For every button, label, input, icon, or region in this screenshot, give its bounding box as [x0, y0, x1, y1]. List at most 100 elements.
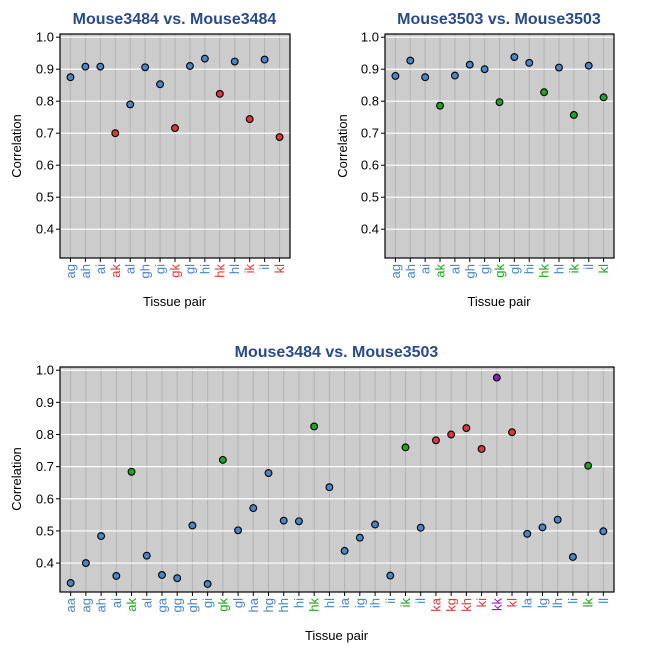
data-point [401, 443, 410, 452]
x-tick-label: ih [368, 598, 383, 608]
x-tick-label: ak [124, 598, 139, 612]
x-tick-label: ka [428, 597, 443, 612]
data-point [465, 60, 474, 69]
data-point [406, 56, 415, 65]
x-tick-label: kk [489, 598, 504, 612]
x-tick-label: ai [109, 598, 124, 608]
x-tick-label: hl [322, 598, 337, 608]
x-tick-label: ha [246, 597, 261, 612]
x-tick-label: il [257, 264, 272, 270]
x-tick-label: la [520, 597, 535, 608]
data-point [279, 516, 288, 525]
y-tick-label: 0.7 [36, 459, 54, 474]
y-axis-label: Correlation [9, 114, 24, 178]
x-tick-label: ki [474, 598, 489, 608]
y-axis-label: Correlation [9, 447, 24, 511]
x-tick-label: hi [291, 598, 306, 608]
data-point [538, 523, 547, 532]
data-point [340, 546, 349, 555]
x-tick-label: ag [63, 264, 78, 278]
data-point [525, 58, 534, 67]
x-tick-label: ak [433, 264, 448, 278]
x-tick-label: kg [444, 598, 459, 612]
data-point [480, 65, 489, 74]
data-point [416, 523, 425, 532]
x-tick-label: al [139, 598, 154, 608]
data-point [215, 89, 224, 98]
data-point [477, 445, 486, 453]
x-tick-label: kl [596, 264, 611, 274]
x-tick-label: gg [170, 598, 185, 612]
chart-panel-mouse3484-vs-mouse3484: Mouse3484 vs. Mouse3484 Tissue pair Corr… [9, 11, 291, 309]
y-tick-label: 0.5 [36, 190, 54, 205]
y-tick-label: 0.9 [361, 62, 379, 77]
data-point [249, 504, 258, 513]
data-point [173, 574, 182, 583]
data-point [568, 553, 577, 561]
x-tick-label: kl [505, 598, 520, 608]
x-tick-label: gh [185, 598, 200, 612]
x-tick-label: ai [93, 264, 108, 274]
data-point [188, 521, 197, 530]
x-tick-label: ik [566, 264, 581, 274]
data-point [599, 93, 608, 102]
data-point [553, 515, 562, 524]
x-tick-label: ia [337, 597, 352, 608]
y-tick-label: 0.7 [361, 126, 379, 141]
x-tick-label: hi [197, 264, 212, 274]
data-point [234, 526, 243, 535]
y-tick-label: 0.8 [36, 427, 54, 442]
data-point [96, 62, 105, 71]
y-tick-label: 0.6 [36, 491, 54, 506]
data-point [66, 73, 75, 82]
data-point [371, 520, 379, 529]
data-point [230, 57, 239, 66]
data-point [462, 424, 471, 433]
x-tick-label: hg [261, 598, 276, 612]
y-tick-label: 0.5 [361, 190, 379, 205]
data-point [81, 62, 90, 71]
y-tick-label: 0.6 [361, 158, 379, 173]
y-tick-label: 0.9 [36, 62, 54, 77]
data-point [142, 551, 151, 560]
data-point [325, 483, 334, 492]
y-tick-label: 0.7 [36, 126, 54, 141]
data-point [450, 71, 459, 80]
x-tick-label: hi [522, 264, 537, 274]
data-point [126, 100, 135, 109]
x-tick-label: gi [200, 598, 215, 608]
x-tick-label: ag [388, 264, 403, 278]
plot-border [59, 366, 615, 593]
data-point [492, 373, 501, 382]
y-tick-label: 0.4 [361, 222, 379, 237]
x-tick-label: gk [492, 264, 507, 278]
data-point [171, 124, 179, 133]
x-tick-label: il [413, 598, 428, 604]
data-point [508, 428, 516, 437]
y-tick-label: 0.8 [361, 94, 379, 109]
chart-panel-mouse3484-vs-mouse3503: Mouse3484 vs. Mouse3503 Tissue pair Corr… [9, 344, 615, 643]
x-tick-label: lh [550, 598, 565, 608]
x-tick-label: hk [212, 264, 227, 278]
data-point [112, 571, 121, 580]
x-tick-label: ah [78, 264, 93, 278]
data-point [310, 422, 319, 431]
x-tick-label: kh [459, 598, 474, 612]
x-tick-label: kl [272, 264, 287, 274]
data-point [584, 461, 593, 470]
x-tick-label: gk [215, 598, 230, 612]
x-tick-label: li [565, 598, 580, 604]
x-axis-label: Tissue pair [467, 294, 531, 309]
y-tick-label: 0.4 [36, 222, 54, 237]
x-tick-label: hh [276, 598, 291, 612]
data-point [355, 533, 364, 542]
x-tick-label: gi [153, 264, 168, 274]
chart-title: Mouse3484 vs. Mouse3503 [235, 344, 439, 361]
data-point [391, 71, 400, 80]
x-tick-label: gk [168, 264, 183, 278]
x-tick-label: il [581, 264, 596, 270]
x-tick-label: ah [94, 598, 109, 612]
y-tick-label: 0.8 [36, 94, 54, 109]
y-tick-label: 0.9 [36, 395, 54, 410]
x-tick-label: gh [462, 264, 477, 278]
